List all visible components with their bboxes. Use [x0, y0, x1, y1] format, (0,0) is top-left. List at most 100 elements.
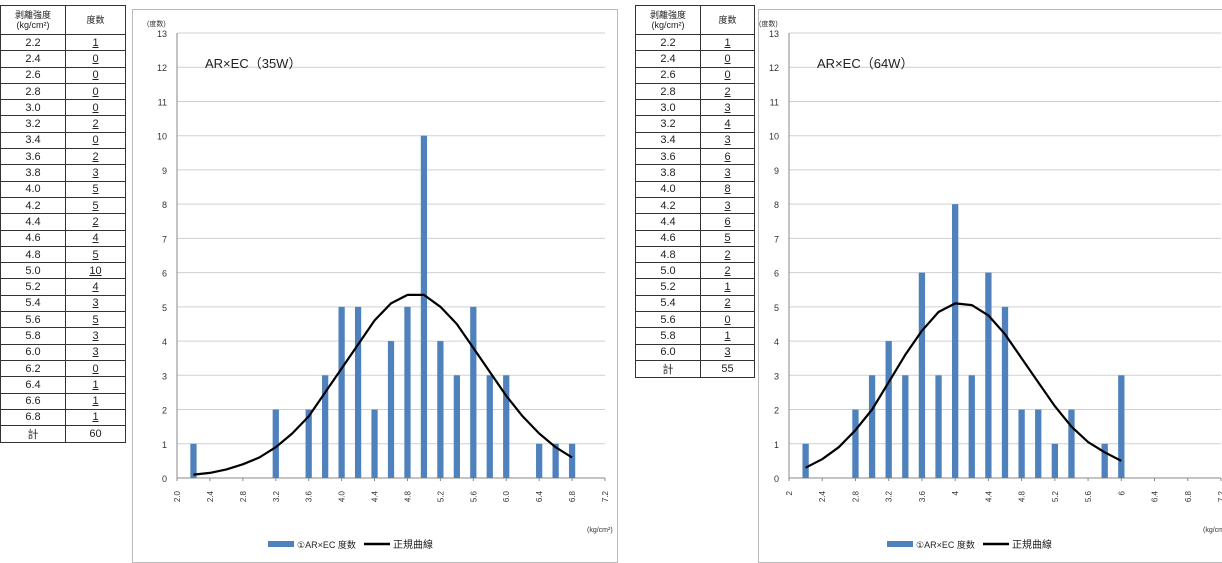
strength-cell: 4.4	[0, 213, 66, 231]
frequency-cell: 1	[65, 33, 126, 52]
bar	[272, 409, 279, 478]
y-tick-label: 0	[162, 474, 167, 484]
header-strength: 剥離強度 (kg/cm²)	[635, 5, 701, 35]
frequency-cell: 0	[700, 66, 755, 84]
y-tick-label: 12	[157, 63, 167, 73]
table-row: 2.2 1	[635, 33, 755, 52]
strength-cell: 5.6	[635, 311, 701, 329]
frequency-cell: 0	[700, 311, 755, 329]
bar	[322, 375, 329, 478]
strength-cell: 6.4	[0, 376, 66, 394]
table-row: 5.8 1	[635, 327, 755, 345]
table-row: 6.2 0	[0, 359, 126, 378]
y-tick-label: 7	[162, 234, 167, 244]
x-tick-label: 6.8	[568, 490, 577, 502]
strength-cell: 3.4	[635, 131, 701, 150]
frequency-cell: 3	[65, 343, 126, 361]
strength-cell: 5.0	[0, 262, 66, 280]
y-axis-label: (度数)	[147, 19, 166, 28]
frequency-cell: 4	[65, 278, 126, 296]
frequency-cell: 2	[700, 262, 755, 280]
x-tick-label: 6.0	[502, 490, 511, 502]
x-tick-label: 4.4	[371, 490, 380, 502]
strength-cell: 5.2	[0, 278, 66, 296]
header-frequency: 度数	[700, 5, 755, 35]
total-label: 計	[635, 359, 701, 378]
table-row: 4.6 4	[0, 229, 126, 247]
x-tick-label: 4.8	[403, 490, 412, 502]
strength-cell: 4.4	[635, 213, 701, 231]
x-axis-label: (kg/cm²)	[1203, 527, 1222, 534]
y-tick-label: 0	[774, 474, 779, 484]
table-row: 3.4 0	[0, 131, 126, 150]
frequency-cell: 5	[65, 245, 126, 264]
y-tick-label: 3	[774, 371, 779, 381]
bar	[852, 409, 859, 478]
x-tick-label: 7.2	[1217, 490, 1222, 502]
table-row: 3.2 2	[0, 115, 126, 133]
bar	[918, 272, 926, 478]
x-tick-label: 4.0	[338, 490, 347, 502]
frequency-cell: 3	[700, 99, 755, 117]
x-tick-label: 5.6	[1084, 490, 1093, 502]
bar	[935, 375, 942, 478]
bar	[486, 375, 493, 478]
table-row: 5.4 2	[635, 294, 755, 313]
frequency-cell: 3	[65, 164, 126, 182]
frequency-cell: 10	[65, 262, 126, 280]
bar	[470, 306, 477, 478]
strength-cell: 2.2	[0, 33, 66, 52]
frequency-cell: 2	[65, 148, 126, 166]
table-row: 2.4 0	[635, 50, 755, 68]
strength-cell: 4.6	[635, 229, 701, 247]
frequency-cell: 3	[700, 164, 755, 182]
chart-title: AR×EC（35W）	[205, 56, 301, 71]
y-tick-label: 5	[774, 303, 779, 313]
strength-cell: 2.6	[635, 66, 701, 84]
table-body: 2.2 1 2.4 0 2.6 0 2.8 2 3.0 3 3.2 4 3.4 3 3.6 6 3.8 3 4.0 8…	[635, 33, 755, 361]
chart-panel-64w: 0 1 2 3 4 5 6 7 8 9 10 11 12 13 (度数) AR×EC（64W） 2 2.4 2.8 3…	[758, 9, 1222, 563]
table-row: 5.0 2	[635, 262, 755, 280]
strength-cell: 3.2	[635, 115, 701, 133]
bar	[387, 341, 395, 478]
x-axis-label: (kg/cm²)	[587, 527, 613, 534]
y-tick-label: 6	[162, 269, 167, 279]
y-axis-label: (度数)	[759, 19, 778, 28]
strength-cell: 6.8	[0, 408, 66, 427]
frequency-cell: 0	[65, 359, 126, 378]
strength-cell: 5.8	[0, 327, 66, 345]
strength-cell: 3.0	[635, 99, 701, 117]
x-tick-label: 3.6	[305, 490, 314, 502]
x-tick-label: 4.8	[1018, 490, 1027, 502]
strength-cell: 2.8	[635, 82, 701, 101]
frequency-cell: 1	[65, 392, 126, 410]
x-tick-label: 2.8	[239, 490, 248, 502]
x-tick-label: 4	[951, 490, 960, 495]
strength-cell: 2.4	[635, 50, 701, 68]
bar	[1051, 443, 1059, 478]
y-tick-label: 8	[774, 200, 779, 210]
frequency-cell: 4	[700, 115, 755, 133]
strength-cell: 3.6	[0, 148, 66, 166]
strength-cell: 3.6	[635, 148, 701, 166]
chart-title: AR×EC（64W）	[817, 56, 913, 71]
bar	[985, 272, 992, 478]
legend-line-label: 正規曲線	[1012, 538, 1052, 551]
x-tick-label: 2	[785, 490, 794, 495]
table-row: 4.4 2	[0, 213, 126, 231]
frequency-cell: 0	[700, 50, 755, 68]
frequency-cell: 5	[65, 311, 126, 329]
strength-cell: 4.6	[0, 229, 66, 247]
table-row: 2.6 0	[635, 66, 755, 84]
strength-cell: 3.2	[0, 115, 66, 133]
y-tick-label: 4	[162, 337, 167, 347]
strength-cell: 3.8	[0, 164, 66, 182]
strength-cell: 3.0	[0, 99, 66, 117]
legend-bar-label: ①AR×EC 度数	[916, 539, 975, 550]
table-row: 5.2 1	[635, 278, 755, 296]
table-row: 4.6 5	[635, 229, 755, 247]
strength-cell: 5.8	[635, 327, 701, 345]
y-tick-label: 2	[774, 406, 779, 416]
x-tick-label: 4.4	[984, 490, 993, 502]
frequency-cell: 2	[65, 213, 126, 231]
